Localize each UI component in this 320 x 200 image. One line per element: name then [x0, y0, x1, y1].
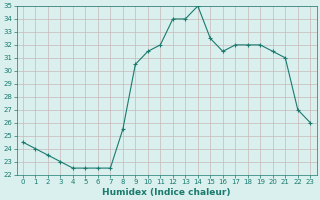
X-axis label: Humidex (Indice chaleur): Humidex (Indice chaleur) [102, 188, 231, 197]
